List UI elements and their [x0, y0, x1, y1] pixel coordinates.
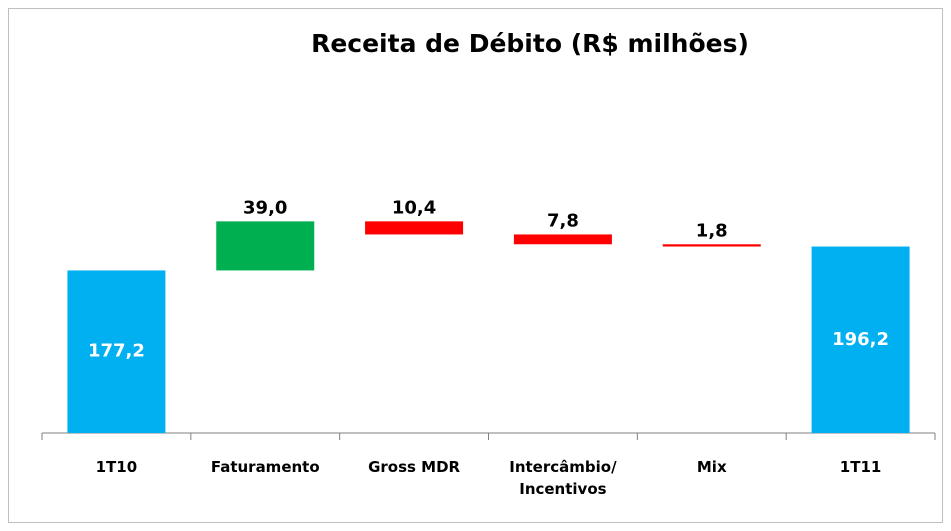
x-tick-label: Mix	[696, 458, 727, 476]
x-tick-label: 1T10	[95, 458, 138, 476]
bar	[216, 221, 315, 271]
chart-frame	[8, 8, 943, 523]
bar	[811, 246, 910, 433]
bar	[513, 234, 612, 245]
x-tick-label: Gross MDR	[368, 458, 461, 476]
bar	[662, 244, 761, 247]
value-label: 1,8	[696, 220, 728, 241]
value-label: 7,8	[547, 210, 579, 231]
chart-title: Receita de Débito (R$ milhões)	[311, 29, 749, 58]
value-label: 177,2	[88, 341, 145, 362]
value-label: 196,2	[832, 329, 889, 350]
bar	[365, 221, 464, 235]
value-label: 39,0	[243, 197, 287, 218]
x-tick-label: Faturamento	[210, 458, 320, 476]
x-tick-label: Intercâmbio/ Incentivos	[509, 458, 617, 498]
bar	[67, 270, 166, 433]
value-label: 10,4	[392, 197, 436, 218]
x-tick-label: 1T11	[839, 458, 882, 476]
